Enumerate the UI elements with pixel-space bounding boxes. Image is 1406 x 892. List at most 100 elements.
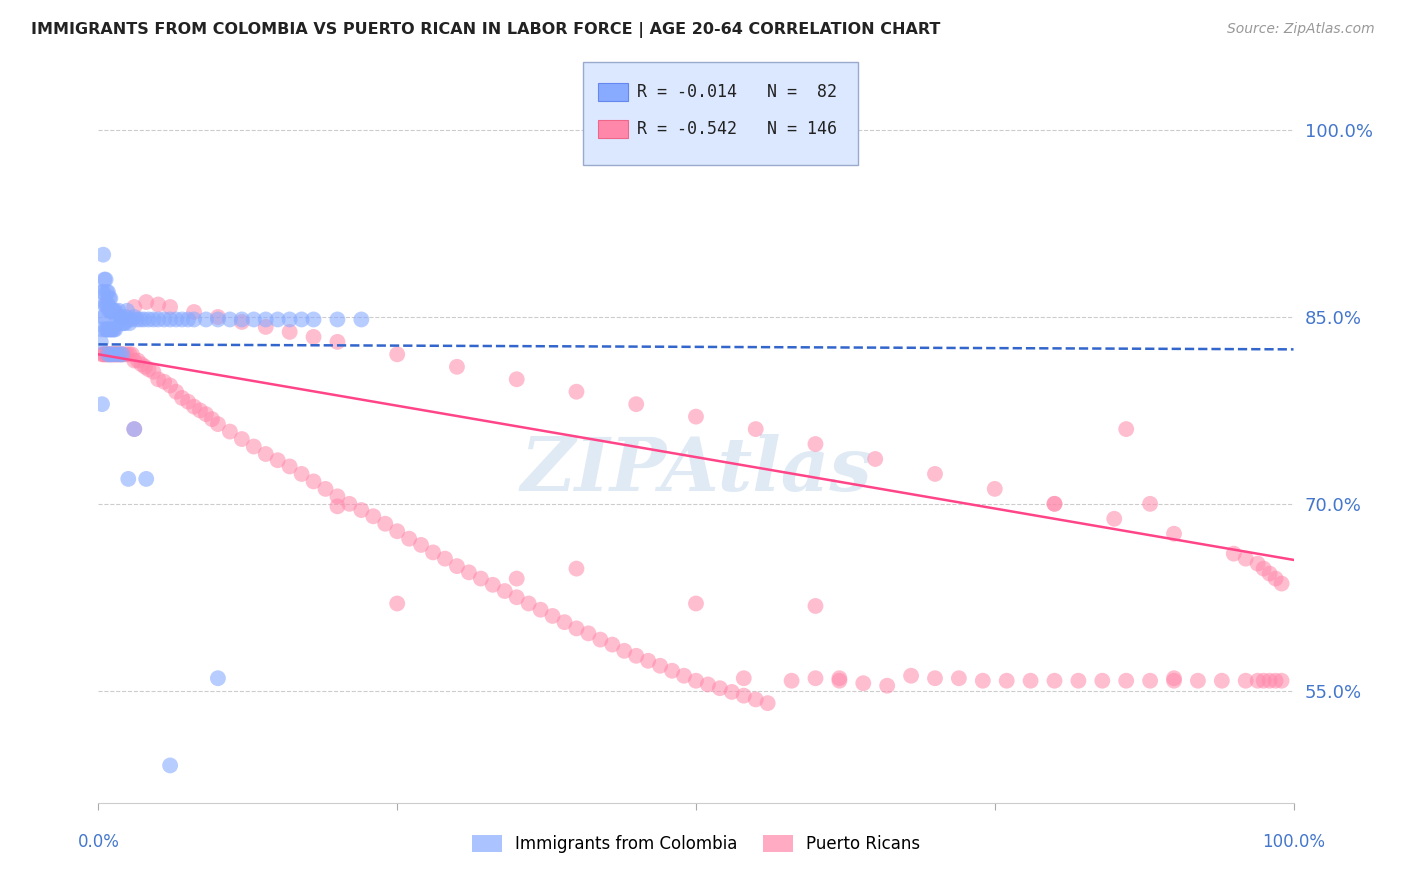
Point — [183, 305, 205, 319]
Point — [1258, 673, 1281, 688]
Point — [697, 677, 720, 691]
Point — [131, 357, 153, 371]
Point — [91, 285, 114, 299]
Point — [648, 658, 672, 673]
Point — [96, 322, 118, 336]
Point — [733, 671, 755, 685]
Point — [165, 384, 187, 399]
Point — [94, 297, 117, 311]
Point — [506, 591, 529, 605]
Point — [98, 322, 122, 336]
Point — [984, 482, 1007, 496]
Point — [100, 322, 122, 336]
Point — [96, 285, 118, 299]
Point — [132, 312, 155, 326]
Point — [134, 359, 156, 374]
Point — [183, 400, 205, 414]
Point — [201, 412, 224, 426]
Point — [578, 626, 600, 640]
Point — [709, 681, 731, 696]
Point — [111, 347, 134, 361]
Point — [1264, 572, 1286, 586]
Point — [1115, 422, 1137, 436]
Point — [948, 671, 970, 685]
Point — [159, 300, 181, 314]
Point — [107, 303, 129, 318]
Point — [107, 310, 129, 324]
Point — [446, 559, 468, 574]
Point — [124, 310, 146, 324]
Point — [124, 300, 146, 314]
Point — [1234, 551, 1257, 566]
Point — [385, 524, 409, 539]
Point — [231, 432, 253, 446]
Point — [1163, 526, 1185, 541]
Point — [115, 303, 138, 318]
Point — [780, 673, 803, 688]
Point — [481, 578, 505, 592]
Point — [101, 303, 124, 318]
Point — [112, 316, 135, 330]
Point — [98, 303, 121, 318]
Point — [661, 664, 683, 678]
Point — [494, 584, 516, 599]
Point — [124, 422, 146, 436]
Point — [254, 320, 277, 334]
Point — [129, 312, 152, 326]
Point — [1043, 673, 1066, 688]
Point — [114, 316, 136, 330]
Point — [115, 310, 138, 324]
Point — [267, 453, 290, 467]
Point — [93, 310, 115, 324]
Point — [1043, 497, 1066, 511]
Point — [93, 272, 115, 286]
Point — [115, 347, 138, 361]
Point — [103, 303, 125, 318]
Point — [98, 291, 121, 305]
Point — [398, 532, 420, 546]
Point — [422, 545, 444, 559]
Point — [326, 489, 349, 503]
Point — [1163, 673, 1185, 688]
Point — [446, 359, 468, 374]
Point — [1258, 566, 1281, 581]
Point — [326, 312, 349, 326]
Point — [94, 347, 117, 361]
Text: R = -0.542   N = 146: R = -0.542 N = 146 — [637, 120, 837, 138]
Point — [117, 472, 139, 486]
Point — [326, 500, 349, 514]
Point — [613, 644, 636, 658]
Point — [118, 316, 141, 330]
Point — [541, 609, 564, 624]
Point — [91, 347, 114, 361]
Point — [153, 312, 176, 326]
Point — [98, 303, 122, 318]
Point — [1104, 512, 1126, 526]
Point — [165, 312, 187, 326]
Point — [108, 347, 131, 361]
Point — [278, 325, 301, 339]
Point — [91, 397, 114, 411]
Point — [207, 310, 229, 324]
Point — [302, 330, 325, 344]
Point — [121, 347, 143, 361]
Point — [267, 312, 290, 326]
Point — [177, 394, 200, 409]
Point — [900, 669, 922, 683]
Point — [339, 497, 361, 511]
Point — [374, 516, 396, 531]
Point — [101, 322, 124, 336]
Point — [972, 673, 994, 688]
Point — [103, 322, 125, 336]
Point — [254, 447, 277, 461]
Point — [1271, 576, 1294, 591]
Point — [995, 673, 1018, 688]
Point — [148, 372, 170, 386]
Point — [733, 689, 755, 703]
Point — [1043, 497, 1066, 511]
Point — [1247, 673, 1270, 688]
Point — [107, 347, 129, 361]
Point — [1163, 671, 1185, 685]
Point — [1139, 673, 1161, 688]
Point — [1091, 673, 1114, 688]
